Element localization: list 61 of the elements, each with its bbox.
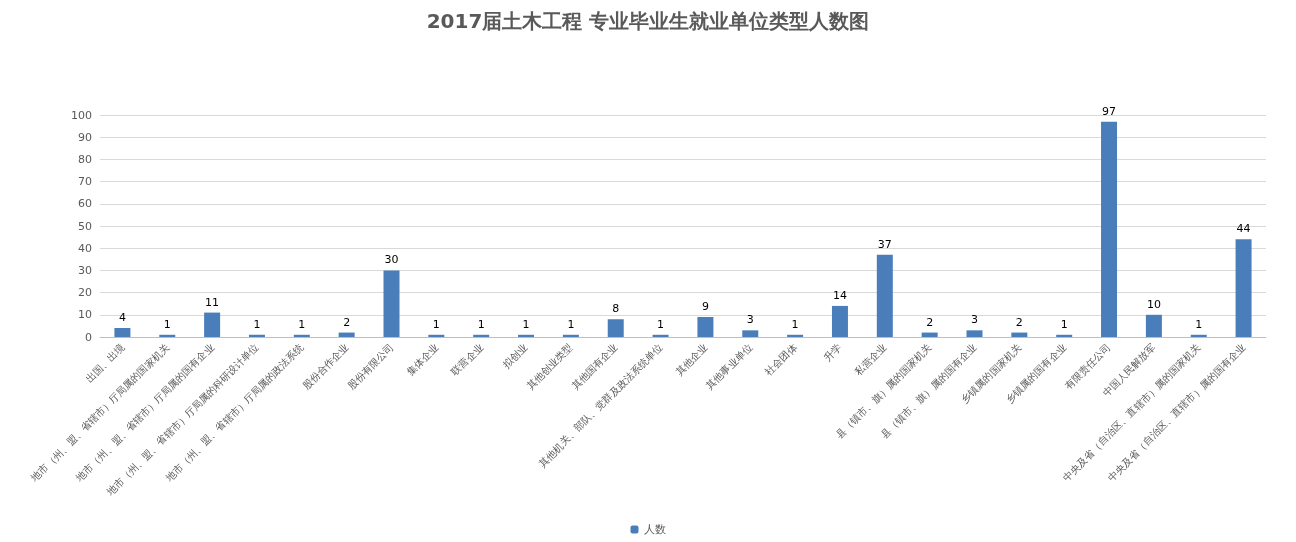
bar	[966, 330, 983, 337]
bar	[1101, 121, 1118, 337]
y-tick-label: 90	[78, 130, 92, 144]
data-label: 1	[522, 317, 530, 331]
data-label: 2	[926, 315, 934, 329]
bar	[204, 312, 221, 337]
data-label: 1	[791, 317, 799, 331]
bar	[1145, 314, 1162, 337]
data-label: 3	[746, 313, 754, 327]
y-tick-label: 40	[78, 241, 92, 255]
y-tick-label: 10	[78, 308, 92, 322]
x-tick-label: 升学	[821, 341, 844, 364]
bar	[1011, 332, 1028, 337]
data-label: 1	[432, 317, 440, 331]
bar	[1235, 239, 1252, 337]
bar	[114, 328, 131, 337]
chart-title: 2017届土木工程 专业毕业生就业单位类型人数图	[426, 9, 870, 33]
data-label: 97	[1102, 104, 1117, 118]
data-label: 1	[657, 317, 665, 331]
x-tick-label: 拟创业	[500, 341, 530, 371]
bar	[921, 332, 938, 337]
data-label: 1	[567, 317, 575, 331]
y-tick-label: 70	[78, 175, 92, 189]
data-label: 14	[832, 288, 847, 302]
bar	[383, 270, 400, 337]
data-label: 30	[384, 253, 399, 267]
bar	[742, 330, 759, 337]
data-label: 8	[612, 302, 620, 316]
bar	[831, 305, 848, 337]
data-label: 37	[877, 237, 892, 251]
x-tick-label: 社会团体	[762, 341, 799, 378]
data-label: 1	[253, 317, 261, 331]
y-tick-label: 30	[78, 263, 92, 277]
x-tick-label: 其他企业	[673, 341, 710, 378]
data-label: 1	[1195, 317, 1203, 331]
data-label: 2	[343, 315, 351, 329]
data-label: 1	[298, 317, 306, 331]
y-tick-label: 100	[71, 108, 92, 122]
y-tick-label: 0	[85, 330, 92, 344]
y-tick-label: 60	[78, 197, 92, 211]
legend-label: 人数	[643, 523, 666, 536]
y-tick-label: 20	[78, 286, 92, 300]
data-label: 11	[205, 295, 220, 309]
data-label: 10	[1146, 297, 1161, 311]
data-label: 44	[1236, 222, 1251, 236]
bar	[607, 319, 624, 337]
data-label: 9	[701, 300, 709, 314]
y-tick-label: 50	[78, 219, 92, 233]
bar	[697, 317, 714, 337]
x-tick-label: 集体企业	[404, 341, 441, 378]
data-label: 1	[1060, 317, 1068, 331]
data-label: 1	[477, 317, 485, 331]
data-label: 2	[1015, 315, 1023, 329]
y-tick-label: 80	[78, 152, 92, 166]
bar	[338, 332, 355, 337]
bar	[876, 254, 893, 337]
data-label: 1	[163, 317, 171, 331]
data-label: 3	[971, 313, 978, 327]
x-tick-label: 联营企业	[449, 341, 486, 378]
x-tick-label: 私营企业	[852, 341, 889, 378]
data-label: 4	[118, 311, 126, 325]
